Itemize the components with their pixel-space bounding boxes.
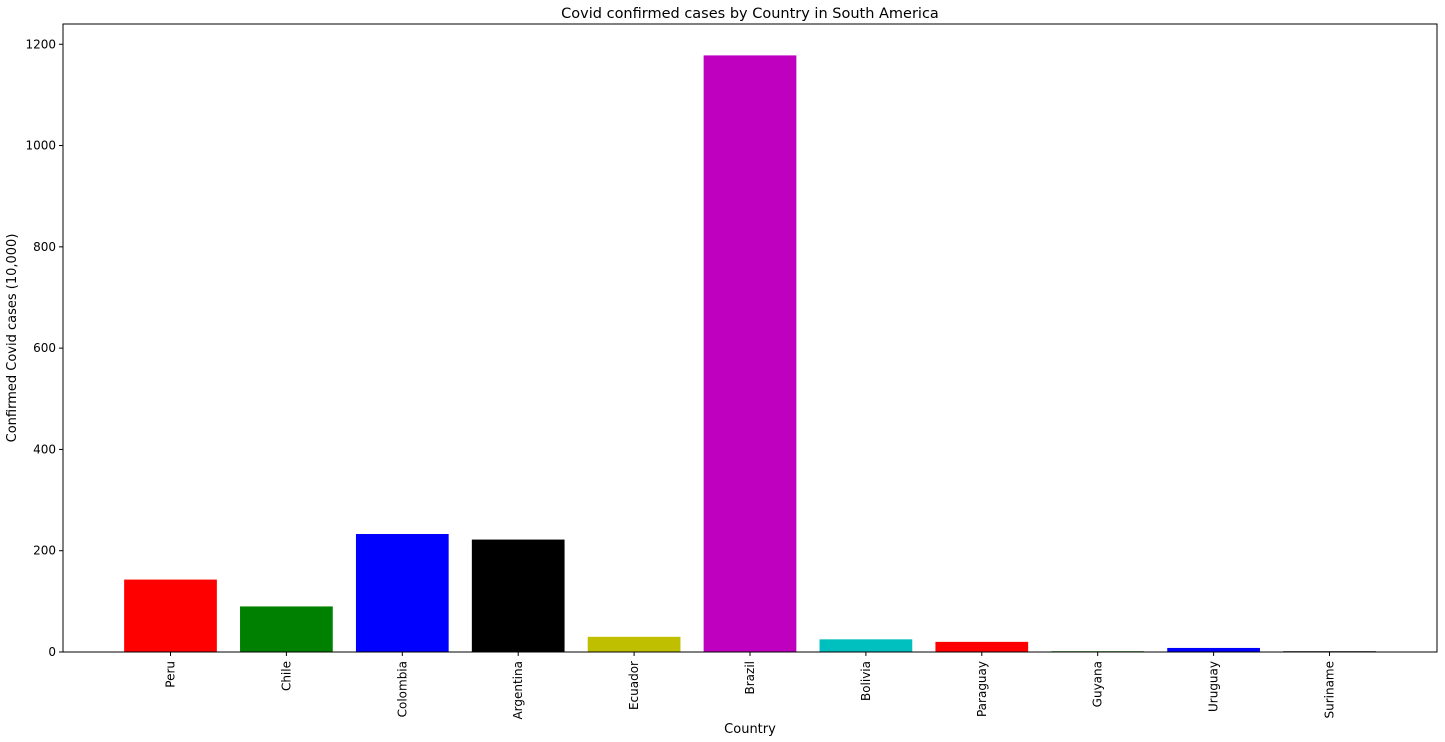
y-tick-label: 200 (33, 544, 56, 558)
x-tick-label-suriname: Suriname (1323, 661, 1337, 719)
chart-title: Covid confirmed cases by Country in Sout… (561, 6, 939, 22)
x-tick-label-ecuador: Ecuador (627, 661, 641, 710)
x-tick-label-guyana: Guyana (1091, 661, 1105, 707)
x-axis-title: Country (724, 722, 776, 737)
y-tick-label: 1000 (25, 139, 56, 153)
y-tick-label: 800 (33, 240, 56, 254)
bar-peru (124, 579, 217, 652)
x-tick-label-brazil: Brazil (743, 661, 757, 695)
bar-argentina (471, 539, 565, 652)
x-tick-label-uruguay: Uruguay (1207, 661, 1221, 712)
x-tick-label-argentina: Argentina (511, 661, 525, 720)
bar-chile (240, 606, 333, 652)
bar-colombia (355, 534, 449, 652)
y-tick-label: 0 (48, 645, 56, 659)
bar-bolivia (819, 639, 913, 652)
y-tick-label: 1200 (25, 37, 56, 51)
y-tick-label: 400 (33, 442, 56, 456)
plot-frame (62, 23, 1438, 653)
y-axis-title: Confirmed Covid cases (10,000) (5, 234, 20, 443)
bar-brazil (703, 55, 797, 652)
bar-ecuador (587, 636, 681, 652)
x-tick-label-peru: Peru (164, 661, 178, 688)
x-tick-label-paraguay: Paraguay (975, 661, 989, 717)
x-tick-label-bolivia: Bolivia (859, 661, 873, 701)
bar-uruguay (1167, 647, 1260, 652)
x-axis-ticks: Peru Chile Colombia Argentina Ecuador Brazil B… (164, 652, 1337, 720)
y-tick-label: 600 (33, 341, 56, 355)
y-axis-ticks: 0 200 400 600 800 1000 1200 (25, 37, 63, 659)
x-tick-label-colombia: Colombia (395, 661, 409, 717)
x-tick-label-chile: Chile (279, 661, 293, 691)
bar-paraguay (935, 641, 1029, 652)
bars-group (124, 55, 1376, 653)
